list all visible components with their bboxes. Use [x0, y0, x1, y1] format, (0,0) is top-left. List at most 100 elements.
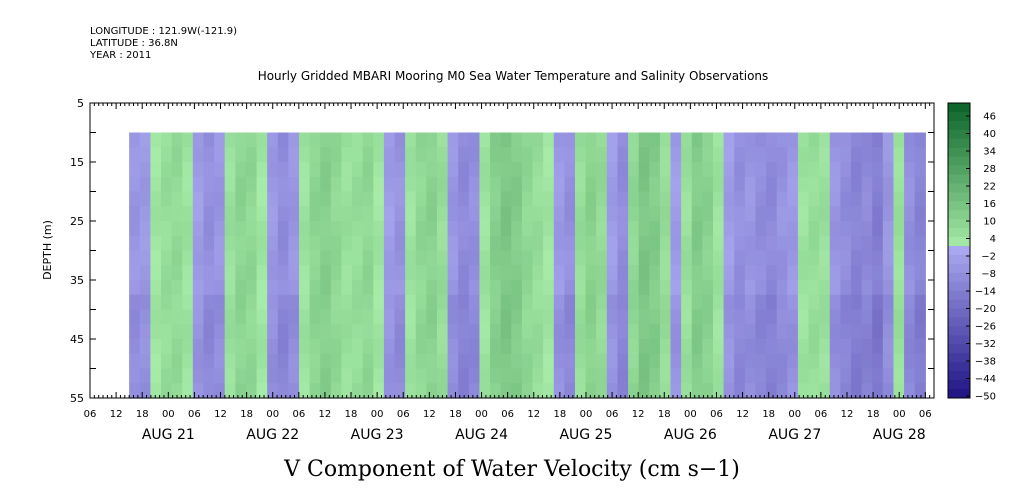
- heatmap-cell: [638, 339, 650, 355]
- heatmap-cell: [914, 235, 926, 252]
- heatmap-cell: [362, 309, 374, 325]
- heatmap-cell: [500, 324, 512, 340]
- heatmap-cell: [628, 353, 640, 370]
- heatmap-cell: [691, 339, 703, 355]
- colorbar-band: [948, 246, 970, 256]
- heatmap-cell: [277, 176, 289, 193]
- heatmap-cell: [330, 265, 343, 281]
- heatmap-cell: [861, 265, 873, 281]
- heatmap-cell: [638, 368, 650, 384]
- heatmap-cell: [341, 176, 353, 193]
- heatmap-cell: [383, 353, 396, 370]
- heatmap-cell: [659, 235, 672, 252]
- heatmap-cell: [617, 339, 629, 355]
- heatmap-cell: [373, 353, 385, 370]
- heatmap-cell: [330, 235, 343, 252]
- colorbar-band: [948, 353, 970, 363]
- heatmap-cell: [744, 250, 757, 266]
- heatmap-cell: [638, 235, 650, 252]
- heatmap-cell: [330, 176, 343, 193]
- heatmap-cell: [861, 176, 873, 193]
- heatmap-cell: [606, 324, 619, 340]
- heatmap-cell: [203, 132, 215, 148]
- heatmap-cell: [744, 221, 757, 237]
- heatmap-cell: [479, 176, 491, 193]
- colorbar-tick-label: −32: [975, 339, 996, 350]
- heatmap-cell: [500, 176, 512, 193]
- heatmap-cell: [606, 206, 619, 222]
- heatmap-cell: [405, 191, 417, 207]
- heatmap-cell: [383, 147, 396, 163]
- heatmap-cell: [468, 353, 481, 370]
- heatmap-cell: [553, 206, 565, 222]
- heatmap-cell: [330, 221, 343, 237]
- heatmap-cell: [383, 250, 396, 266]
- heatmap-cell: [468, 147, 481, 163]
- heatmap-cell: [309, 383, 321, 399]
- heatmap-cell: [192, 324, 205, 340]
- heatmap-cell: [787, 250, 799, 266]
- heatmap-cell: [670, 368, 682, 384]
- heatmap-cell: [245, 162, 258, 178]
- heatmap-cell: [394, 353, 406, 370]
- y-tick-label: 15: [70, 156, 84, 169]
- heatmap-cell: [373, 132, 385, 148]
- heatmap-cell: [203, 191, 215, 207]
- heatmap-cell: [521, 383, 534, 399]
- heatmap-cell: [787, 294, 799, 311]
- colorbar-tick-label: −26: [975, 322, 996, 333]
- heatmap-cell: [415, 250, 427, 266]
- heatmap-cell: [352, 324, 364, 340]
- heatmap-cell: [564, 353, 576, 370]
- heatmap-cell: [585, 265, 597, 281]
- heatmap-cell: [362, 162, 374, 178]
- heatmap-cell: [575, 176, 587, 193]
- heatmap-cell: [426, 132, 438, 148]
- heatmap-cell: [171, 147, 183, 163]
- heatmap-cell: [447, 383, 459, 399]
- heatmap-cell: [617, 353, 629, 370]
- heatmap-cell: [171, 309, 183, 325]
- x-hour-tick-label: 12: [214, 409, 227, 420]
- heatmap-cell: [352, 235, 364, 252]
- heatmap-cell: [245, 132, 258, 148]
- heatmap-cell: [872, 324, 884, 340]
- heatmap-cell: [819, 368, 831, 384]
- heatmap-cell: [649, 132, 661, 148]
- heatmap-cell: [744, 176, 757, 193]
- heatmap-cell: [712, 250, 725, 266]
- heatmap-cell: [383, 162, 396, 178]
- heatmap-cell: [288, 353, 300, 370]
- heatmap-cell: [914, 206, 926, 222]
- heatmap-cell: [415, 206, 427, 222]
- heatmap-cell: [543, 191, 555, 207]
- heatmap-cell: [744, 309, 757, 325]
- heatmap-cell: [139, 294, 151, 311]
- heatmap-cell: [872, 383, 884, 399]
- heatmap-cell: [235, 353, 247, 370]
- heatmap-cell: [511, 383, 523, 399]
- heatmap-cell: [755, 162, 767, 178]
- heatmap-cell: [606, 353, 619, 370]
- heatmap-cell: [755, 176, 767, 193]
- heatmap-cell: [914, 250, 926, 266]
- heatmap-cell: [437, 235, 449, 252]
- heatmap-cell: [766, 383, 778, 399]
- heatmap-cell: [511, 132, 523, 148]
- heatmap-cell: [723, 132, 735, 148]
- heatmap-cell: [872, 250, 884, 266]
- heatmap-cell: [245, 339, 258, 355]
- colorbar-tick-label: 16: [983, 199, 996, 210]
- heatmap-cell: [861, 294, 873, 311]
- heatmap-cell: [394, 132, 406, 148]
- heatmap-cell: [691, 309, 703, 325]
- heatmap-cell: [606, 235, 619, 252]
- heatmap-cell: [734, 339, 746, 355]
- heatmap-cell: [192, 176, 205, 193]
- heatmap-cell: [521, 191, 534, 207]
- colorbar-tick-label: −44: [975, 374, 996, 385]
- heatmap-cell: [203, 176, 215, 193]
- heatmap-cell: [596, 309, 608, 325]
- heatmap-cell: [787, 324, 799, 340]
- heatmap-cell: [617, 221, 629, 237]
